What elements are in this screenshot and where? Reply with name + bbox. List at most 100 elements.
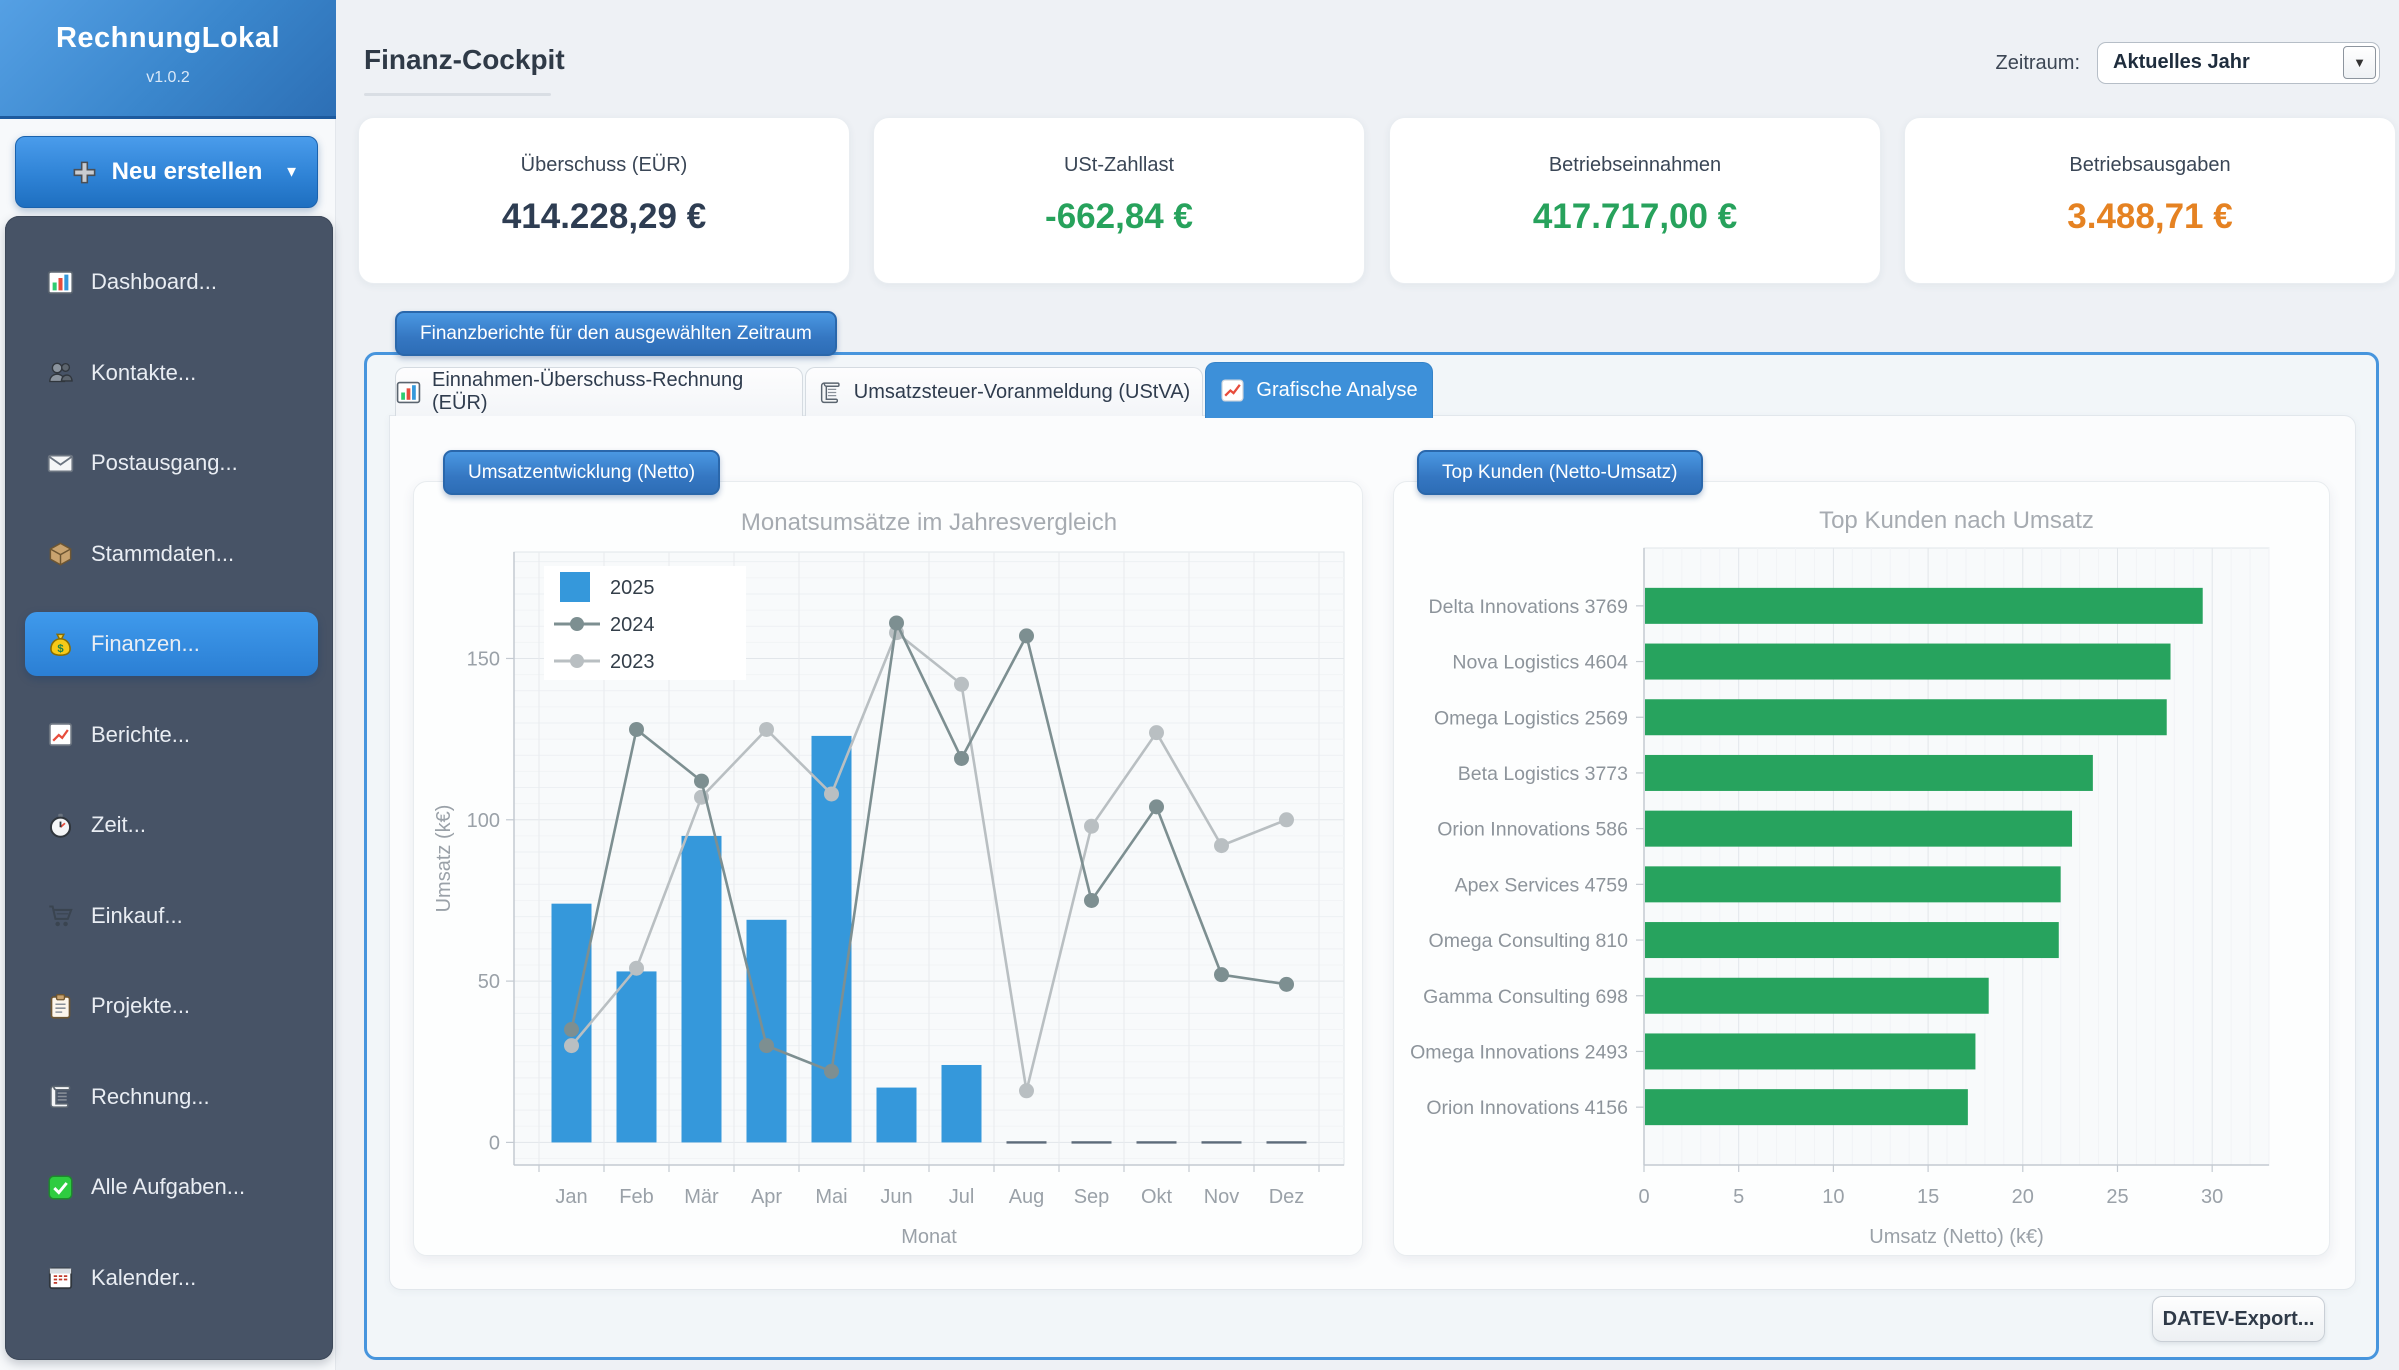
sidebar-item-label: Stammdaten...: [91, 540, 235, 566]
report-icon: [47, 721, 74, 748]
period-select[interactable]: Aktuelles Jahr ▼: [2097, 42, 2380, 84]
sidebar-item-stammdaten[interactable]: Stammdaten...: [17, 522, 321, 586]
sidebar-item-label: Kontakte...: [91, 359, 197, 385]
top-customers-chart: 0 5 10 15 20 25 30 Delta Innovations 3769 Nova L…: [1410, 507, 2270, 1248]
svg-text:Jun: Jun: [880, 1186, 912, 1208]
svg-text:5: 5: [1733, 1186, 1744, 1208]
svg-text:Umsatz (k€): Umsatz (k€): [433, 805, 455, 913]
mail-icon: [47, 450, 74, 477]
kpi-value: 414.228,29 €: [501, 197, 707, 236]
kpi-value: 3.488,71 €: [2067, 197, 2233, 236]
sidebar-item-einkauf[interactable]: Einkauf...: [17, 884, 321, 948]
sidebar-item-alle-aufgaben[interactable]: Alle Aufgaben...: [17, 1155, 321, 1219]
tab-euer[interactable]: Einnahmen-Überschuss-Rechnung (EÜR): [395, 367, 803, 416]
period-label: Zeitraum:: [1995, 52, 2080, 74]
chevron-down-icon: ▼: [284, 163, 299, 181]
top-customers-card: 0 5 10 15 20 25 30 Delta Innovations 3769 Nova L…: [1393, 481, 2330, 1256]
sidebar-item-label: Postausgang...: [91, 450, 238, 475]
sidebar-item-label: Rechnung...: [91, 1083, 210, 1109]
svg-text:2024: 2024: [610, 614, 655, 636]
barchart-icon: [396, 380, 421, 405]
kpi-value: 417.717,00 €: [1532, 197, 1738, 236]
kpi-card: Betriebseinnahmen 417.717,00 €: [1389, 117, 1881, 284]
sidebar-item-label: Alle Aufgaben...: [91, 1174, 246, 1199]
period-value: Aktuelles Jahr: [2113, 51, 2250, 73]
svg-text:Gamma Consulting 698: Gamma Consulting 698: [1423, 986, 1628, 1008]
svg-text:30: 30: [2201, 1186, 2223, 1208]
sidebar-item-label: Einkauf...: [91, 902, 183, 928]
kpi-value: -662,84 €: [1045, 197, 1193, 236]
plus-icon: [71, 159, 98, 186]
sidebar-item-berichte[interactable]: Berichte...: [17, 703, 321, 767]
new-create-label: Neu erstellen: [111, 158, 263, 185]
linechart-icon: [1220, 378, 1245, 403]
moneybag-icon: $: [47, 631, 74, 658]
kpi-label: Betriebseinnahmen: [1548, 154, 1722, 176]
sidebar-item-kalender[interactable]: Kalender...: [17, 1246, 321, 1310]
sidebar-item-postausgang[interactable]: Postausgang...: [17, 431, 321, 495]
svg-text:Jan: Jan: [555, 1186, 587, 1208]
kpi-card: USt-Zahllast -662,84 €: [873, 117, 1365, 284]
app-title: RechnungLokal: [55, 22, 280, 54]
svg-text:Beta Logistics 3773: Beta Logistics 3773: [1458, 763, 1628, 785]
kpi-card: Betriebsausgaben 3.488,71 €: [1904, 117, 2396, 284]
svg-text:Monatsumsätze im Jahresverglei: Monatsumsätze im Jahresvergleich: [741, 509, 1117, 536]
tab-grafik[interactable]: Grafische Analyse: [1205, 362, 1433, 418]
contacts-icon: [47, 359, 74, 386]
new-create-button[interactable]: Neu erstellen ▼: [15, 136, 318, 208]
clipboard-icon: [47, 993, 74, 1020]
page-title: Finanz-Cockpit: [364, 44, 565, 75]
svg-text:20: 20: [2012, 1186, 2034, 1208]
chevron-down-icon[interactable]: ▼: [2343, 46, 2376, 79]
kpi-label: Betriebsausgaben: [2069, 154, 2231, 176]
sidebar-item-label: Kalender...: [91, 1264, 197, 1290]
svg-text:Sep: Sep: [1074, 1186, 1110, 1208]
sidebar-nav: Dashboard... Kontakte... Postausgang... Sta…: [5, 216, 333, 1360]
svg-text:Apr: Apr: [751, 1186, 782, 1208]
reports-legend-badge: Finanzberichte für den ausgewählten Zeit…: [395, 311, 837, 356]
svg-text:Monat: Monat: [901, 1226, 957, 1248]
sidebar-item-kontakte[interactable]: Kontakte...: [17, 341, 321, 405]
kpi-label: USt-Zahllast: [1063, 154, 1175, 176]
svg-text:Omega Logistics 2569: Omega Logistics 2569: [1434, 707, 1628, 729]
monthly-revenue-chart: 0 50 100 150 2025 2024 2023 Jan Feb Mär Apr Mai Jun J…: [433, 509, 1345, 1248]
svg-text:Top Kunden nach Umsatz: Top Kunden nach Umsatz: [1819, 507, 2094, 534]
svg-text:50: 50: [478, 971, 500, 993]
customers-chart-badge: Top Kunden (Netto-Umsatz): [1417, 450, 1703, 495]
svg-text:Omega Innovations 2493: Omega Innovations 2493: [1410, 1041, 1628, 1063]
svg-text:Aug: Aug: [1009, 1186, 1045, 1208]
sidebar-item-dashboard[interactable]: Dashboard...: [17, 250, 321, 314]
tab-ustva[interactable]: Umsatzsteuer-Voranmeldung (UStVA): [805, 367, 1203, 416]
svg-text:10: 10: [1822, 1186, 1844, 1208]
check-icon: [47, 1174, 74, 1201]
svg-text:Nov: Nov: [1204, 1186, 1240, 1208]
app-header: RechnungLokal v1.0.2: [0, 0, 336, 119]
revenue-chart-badge: Umsatzentwicklung (Netto): [443, 450, 721, 495]
scroll-icon: [47, 1083, 74, 1110]
dashboard-icon: [47, 269, 74, 296]
sidebar-item-zeit[interactable]: Zeit...: [17, 793, 321, 857]
svg-text:Mär: Mär: [684, 1186, 719, 1208]
svg-text:0: 0: [489, 1132, 500, 1154]
stopwatch-icon: [47, 812, 74, 839]
sidebar-item-label: Zeit...: [91, 812, 147, 837]
svg-text:150: 150: [467, 648, 500, 670]
sidebar-item-rechnung[interactable]: Rechnung...: [17, 1065, 321, 1129]
svg-text:Apex Services 4759: Apex Services 4759: [1455, 874, 1628, 896]
svg-text:Orion Innovations 586: Orion Innovations 586: [1437, 819, 1628, 841]
svg-text:Nova Logistics 4604: Nova Logistics 4604: [1452, 652, 1628, 674]
svg-text:15: 15: [1917, 1186, 1939, 1208]
sidebar-item-projekte[interactable]: Projekte...: [17, 974, 321, 1038]
svg-text:0: 0: [1638, 1186, 1649, 1208]
svg-text:Orion Innovations 4156: Orion Innovations 4156: [1426, 1097, 1628, 1119]
datev-export-button[interactable]: DATEV-Export...: [2152, 1296, 2325, 1342]
sidebar-item-finanzen[interactable]: $ Finanzen...: [25, 612, 318, 676]
monthly-revenue-card: 0 50 100 150 2025 2024 2023 Jan Feb Mär Apr Mai Jun J…: [413, 481, 1363, 1256]
svg-text:2023: 2023: [610, 651, 655, 673]
svg-text:Mai: Mai: [815, 1186, 847, 1208]
svg-text:Dez: Dez: [1269, 1186, 1305, 1208]
svg-text:Okt: Okt: [1141, 1186, 1173, 1208]
svg-text:$: $: [57, 642, 64, 654]
sidebar-item-label: Dashboard...: [91, 269, 217, 294]
sidebar-item-label: Berichte...: [91, 721, 191, 747]
